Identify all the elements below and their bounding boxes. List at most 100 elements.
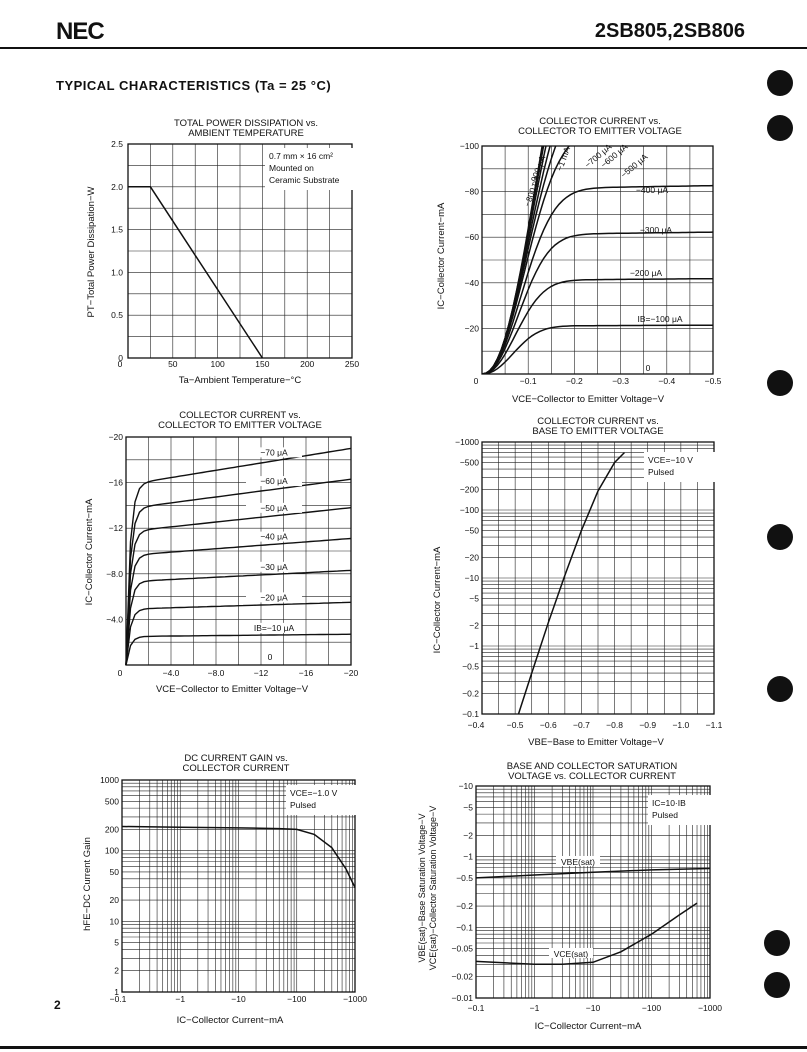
chart-annotation: IC=10·IB (652, 798, 686, 808)
ib-curve (125, 601, 352, 666)
y-axis-label: IC−Collector Current−mA (436, 202, 447, 309)
y-tick-label: −10 (459, 781, 474, 791)
binder-hole (767, 70, 793, 96)
y-tick-label: −1000 (455, 437, 479, 447)
x-tick-label: −12 (254, 668, 269, 678)
x-tick-label: −0.5 (507, 720, 524, 730)
y-axis-label: IC−Collector Current−mA (432, 546, 443, 653)
y-tick-label: 2 (114, 966, 119, 976)
chart-title: AMBIENT TEMPERATURE (188, 128, 304, 139)
binder-hole (764, 930, 790, 956)
y-tick-label: −100 (460, 141, 479, 151)
ib-curve (482, 184, 713, 374)
curve-label-bg (246, 622, 302, 633)
ib-curve (482, 231, 713, 374)
x-tick-label: 150 (255, 359, 269, 369)
curve-label: −30 μA (260, 562, 288, 572)
y-tick-label: −80 (465, 187, 480, 197)
y-tick-label: −1 (463, 852, 473, 862)
y-tick-label: −200 (460, 485, 479, 495)
curve-label: VBE(sat) (561, 857, 595, 867)
chart-annotation-bg (265, 148, 355, 190)
hfe-curve (121, 825, 356, 888)
x-axis-label: Ta−Ambient Temperature−°C (179, 375, 302, 386)
x-tick-label: −0.3 (612, 376, 629, 386)
y-tick-label: 200 (105, 824, 119, 834)
x-tick-label: −0.1 (468, 1003, 485, 1013)
x-tick-label: −16 (299, 668, 314, 678)
curve-label-bg (556, 856, 600, 866)
ib-curve (482, 146, 543, 374)
chart-annotation: VCE=−1.0 V (290, 788, 338, 798)
ib-curve (482, 324, 713, 374)
y-tick-label: 1.5 (111, 225, 123, 235)
x-tick-label: −8.0 (208, 668, 225, 678)
curve-label: VCE(sat) (554, 949, 589, 959)
ib-curve (482, 146, 571, 374)
ib-curve (125, 633, 352, 666)
y-tick-label: −5 (469, 593, 479, 603)
curve-label-bg (246, 561, 302, 572)
chart-annotation: Pulsed (652, 810, 678, 820)
y-tick-label: 5 (114, 938, 119, 948)
y-tick-label: −0.2 (456, 901, 473, 911)
binder-hole (767, 676, 793, 702)
x-tick-label: −20 (344, 668, 359, 678)
y-tick-label: −0.2 (462, 689, 479, 699)
x-tick-label: −0.1 (110, 994, 127, 1004)
chart-annotation: Ceramic Substrate (269, 175, 340, 185)
curve-label: −20 μA (260, 592, 288, 602)
x-tick-label: −0.4 (468, 720, 485, 730)
x-tick-label: 250 (345, 359, 359, 369)
curve-label: IB=−10 μA (254, 623, 295, 633)
ib-curve (125, 507, 352, 666)
y-tick-label: −50 (465, 525, 480, 535)
y-tick-label: 0 (118, 353, 123, 363)
binder-hole (767, 370, 793, 396)
y-tick-label: −0.5 (456, 873, 473, 883)
y-tick-label: 1.0 (111, 267, 123, 277)
y-tick-label: 1 (114, 987, 119, 997)
y-axis-label: VCE(sat)−Collector Saturation Voltage−V (428, 806, 438, 971)
header-rule (0, 47, 807, 49)
chart-title: VOLTAGE vs. COLLECTOR CURRENT (508, 771, 676, 782)
chart-annotation: Pulsed (290, 800, 316, 810)
x-tick-label: −1000 (343, 994, 367, 1004)
curve-label-bg (246, 531, 302, 542)
ib-curve (482, 146, 551, 374)
y-tick-label: −5 (463, 802, 473, 812)
x-tick-label: −100 (642, 1003, 661, 1013)
x-tick-label: −0.6 (540, 720, 557, 730)
curve-label: −400 μA (636, 185, 668, 195)
y-tick-label: 500 (105, 796, 119, 806)
x-tick-label: 100 (211, 359, 225, 369)
chart-title: BASE TO EMITTER VOLTAGE (532, 426, 663, 437)
y-tick-label: −1 (469, 641, 479, 651)
chart-title: COLLECTOR CURRENT (183, 763, 290, 774)
x-tick-label: 50 (168, 359, 178, 369)
chart-title: COLLECTOR CURRENT vs. (179, 410, 301, 421)
plot-frame (127, 143, 353, 359)
x-tick-label: 0 (118, 359, 123, 369)
x-tick-label: 200 (300, 359, 314, 369)
x-tick-label: −1 (175, 994, 185, 1004)
y-axis-label: hFE−DC Current Gain (82, 837, 93, 931)
curve-label-bg (246, 447, 302, 458)
curve-label-bg (246, 502, 302, 513)
curve-label-bg (549, 948, 593, 958)
vce-sat-curve (475, 902, 698, 966)
y-tick-label: −8.0 (106, 569, 123, 579)
binder-hole (767, 115, 793, 141)
chart-title: COLLECTOR TO EMITTER VOLTAGE (158, 420, 322, 431)
y-tick-label: −0.01 (451, 993, 473, 1003)
ic-vbe-curve (517, 451, 626, 715)
y-tick-label: −10 (465, 573, 480, 583)
x-axis-label: IC−Collector Current−mA (177, 1015, 284, 1026)
x-tick-label: 0 (474, 376, 479, 386)
y-tick-label: 10 (110, 916, 120, 926)
chart-annotation: Mounted on (269, 163, 314, 173)
curve-label-zero: 0 (646, 363, 651, 373)
y-axis-label: IC−Collector Current−mA (84, 498, 95, 605)
x-tick-label: −0.2 (566, 376, 583, 386)
